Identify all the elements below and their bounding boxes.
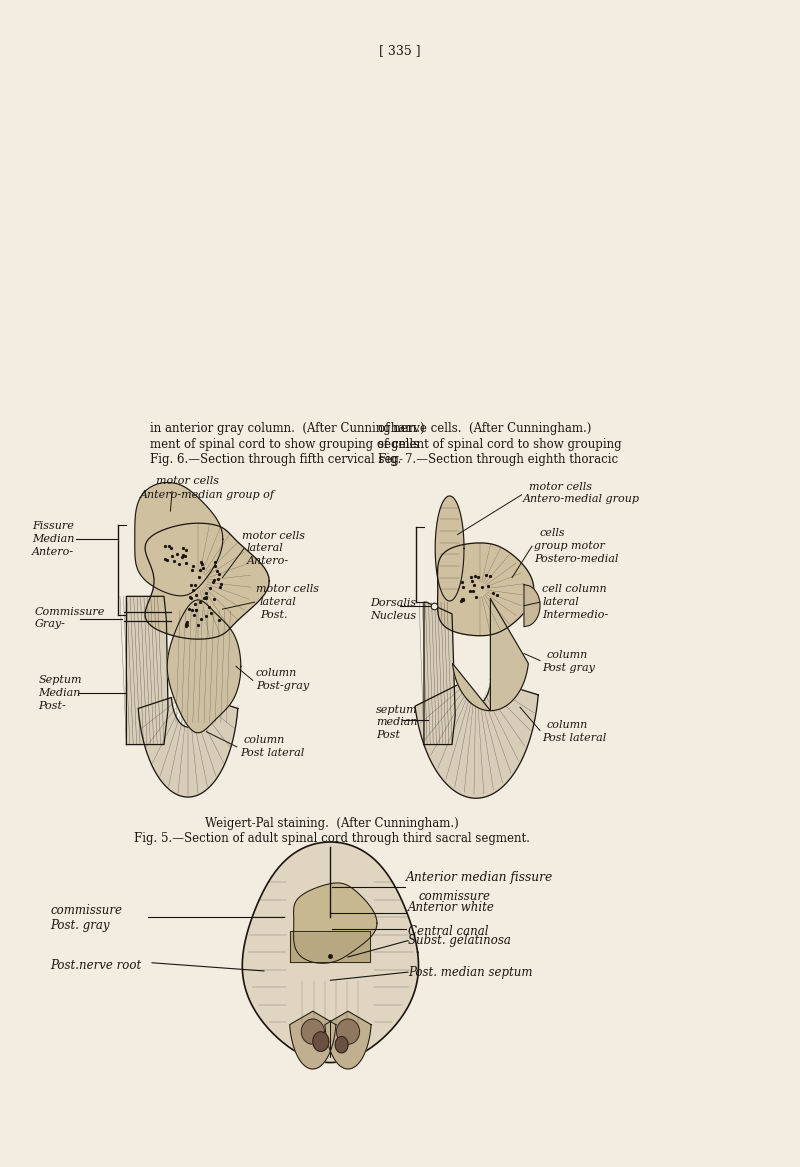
Text: column: column: [244, 735, 286, 745]
Polygon shape: [145, 523, 270, 640]
Text: Post.: Post.: [260, 610, 287, 620]
Text: Antero-median group of: Antero-median group of: [140, 490, 275, 499]
Text: Median: Median: [32, 534, 74, 544]
Text: Post-gray: Post-gray: [256, 682, 309, 691]
Text: Post lateral: Post lateral: [240, 748, 304, 757]
Polygon shape: [138, 698, 238, 797]
Text: Intermedio-: Intermedio-: [542, 610, 609, 620]
Polygon shape: [313, 1032, 329, 1051]
Text: Post lateral: Post lateral: [542, 733, 606, 742]
Text: cell column: cell column: [542, 585, 607, 594]
Text: in anterior gray column.  (After Cunningham.): in anterior gray column. (After Cunningh…: [150, 422, 425, 435]
Polygon shape: [415, 680, 538, 798]
Text: septum: septum: [376, 705, 418, 714]
Polygon shape: [167, 600, 241, 733]
Polygon shape: [438, 543, 534, 636]
Text: motor cells: motor cells: [529, 482, 592, 491]
Text: ment of spinal cord to show grouping of cells: ment of spinal cord to show grouping of …: [150, 438, 419, 450]
Text: Antero-medial group: Antero-medial group: [522, 495, 639, 504]
Text: motor cells: motor cells: [156, 476, 219, 485]
Polygon shape: [290, 931, 370, 962]
Text: column: column: [546, 650, 588, 659]
Polygon shape: [302, 1019, 324, 1044]
Polygon shape: [325, 1011, 371, 1069]
Text: group motor: group motor: [534, 541, 606, 551]
Text: Antero-: Antero-: [246, 557, 289, 566]
Text: Fig. 7.—Section through eighth thoracic: Fig. 7.—Section through eighth thoracic: [378, 453, 618, 466]
Polygon shape: [290, 1011, 336, 1069]
Polygon shape: [435, 496, 464, 601]
Text: lateral: lateral: [542, 598, 579, 607]
Polygon shape: [135, 482, 222, 596]
Polygon shape: [294, 883, 377, 963]
Text: column: column: [256, 669, 298, 678]
Text: Anterior white: Anterior white: [408, 901, 495, 915]
Text: Median: Median: [38, 689, 81, 698]
Text: Post: Post: [376, 731, 400, 740]
Text: Post. gray: Post. gray: [50, 918, 110, 932]
Text: median: median: [376, 718, 418, 727]
Text: Subst. gelatinosa: Subst. gelatinosa: [408, 934, 511, 948]
Text: Antero-: Antero-: [32, 547, 74, 557]
Polygon shape: [424, 602, 455, 745]
Text: Central canal: Central canal: [408, 924, 489, 938]
Text: lateral: lateral: [260, 598, 297, 607]
Text: Fissure: Fissure: [32, 522, 74, 531]
Text: [ 335 ]: [ 335 ]: [379, 43, 421, 57]
Text: Anterior median fissure: Anterior median fissure: [406, 871, 554, 885]
Text: Post-: Post-: [38, 701, 66, 711]
Text: Nucleus: Nucleus: [370, 612, 417, 621]
Polygon shape: [337, 1019, 359, 1044]
Text: cells: cells: [540, 529, 566, 538]
Polygon shape: [242, 843, 418, 1062]
Polygon shape: [453, 599, 528, 711]
Text: segment of spinal cord to show grouping: segment of spinal cord to show grouping: [378, 438, 622, 450]
Text: Fig. 6.—Section through fifth cervical seg-: Fig. 6.—Section through fifth cervical s…: [150, 453, 403, 466]
Text: lateral: lateral: [246, 544, 283, 553]
Text: Post. median septum: Post. median septum: [408, 965, 533, 979]
Text: Septum: Septum: [38, 676, 82, 685]
Text: motor cells: motor cells: [256, 585, 319, 594]
Text: Post.nerve root: Post.nerve root: [50, 958, 142, 972]
Text: Weigert-Pal staining.  (After Cunningham.): Weigert-Pal staining. (After Cunningham.…: [205, 817, 459, 830]
Polygon shape: [335, 1036, 348, 1053]
Text: column: column: [546, 720, 588, 729]
Text: Gray-: Gray-: [34, 620, 66, 629]
Text: commissure: commissure: [418, 889, 490, 903]
Text: Postero-medial: Postero-medial: [534, 554, 618, 564]
Text: Post gray: Post gray: [542, 663, 595, 672]
Text: Dorsalis: Dorsalis: [370, 599, 417, 608]
Polygon shape: [524, 585, 540, 627]
Text: Fig. 5.—Section of adult spinal cord through third sacral segment.: Fig. 5.—Section of adult spinal cord thr…: [134, 832, 530, 845]
Text: Commissure: Commissure: [34, 607, 105, 616]
Text: of nerve cells.  (After Cunningham.): of nerve cells. (After Cunningham.): [378, 422, 592, 435]
Text: motor cells: motor cells: [242, 531, 306, 540]
Polygon shape: [126, 596, 168, 745]
Text: commissure: commissure: [50, 903, 122, 917]
